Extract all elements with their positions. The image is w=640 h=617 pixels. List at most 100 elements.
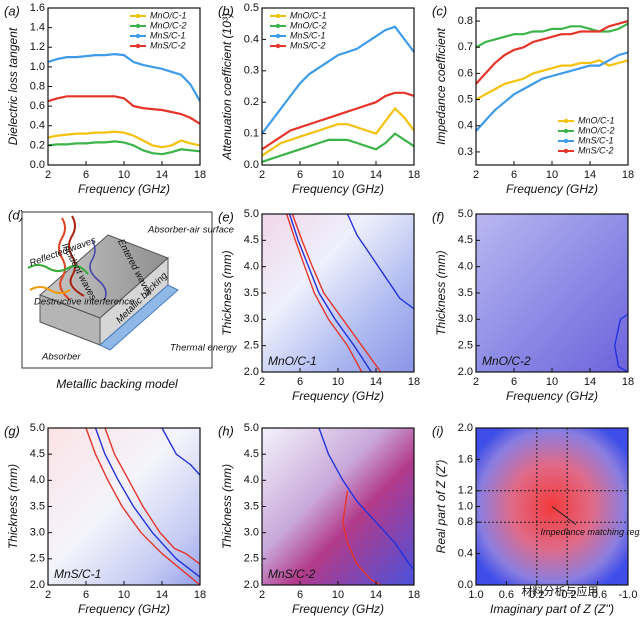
x-tick-label: 6 [297,169,303,181]
annotation: Impedance matching region [540,527,640,537]
x-tick-label: 18 [408,589,420,601]
series-line [261,132,415,163]
diagram-text: Absorber [41,352,81,363]
reflected-wave [27,264,89,275]
x-tick-label: 18 [408,376,420,388]
y-tick-label: 3.0 [458,313,473,325]
panel: 2 6 10 14 18 0.0 0.2 0.4 0.6 0.8 1.0 1.2 1.4 1.6 Frequ… [4,2,206,196]
plot-area [476,428,628,585]
x-tick-label: 10 [332,376,344,388]
legend-label: MnS/C-2 [290,40,326,50]
plot-area [475,20,629,132]
panel: 2 6 10 14 18 2.0 2.5 3.0 3.5 4.0 4.5 5.0 Frequency (… [4,422,206,616]
x-tick-label: 10 [332,589,344,601]
y-tick-label: 0.8 [458,15,473,27]
legend-label: MnS/C-1 [578,135,614,145]
panel-inner-label: MnS/C-2 [268,567,316,581]
series-line [475,20,629,85]
y-tick-label: 3.0 [30,527,45,539]
y-tick-label: 3.5 [244,500,259,512]
panel-inner-label: MnO/C-1 [268,354,317,368]
incident-wave [58,217,71,301]
y-tick-label: 2.5 [244,340,259,352]
y-tick-label: 2.0 [458,422,473,434]
y-tick-label: 3.0 [244,313,259,325]
panel-label: (h) [218,423,234,438]
contour-line [161,427,201,476]
panel: 2 6 10 14 18 2.0 2.5 3.0 3.5 4.0 4.5 5.0 Frequency (… [218,422,420,616]
series-line [47,130,201,149]
panel-label: (g) [4,423,20,438]
panel-label: (a) [4,3,20,18]
panel: 2 6 10 14 18 0.3 0.4 0.5 0.6 0.7 0.8 Frequency (GHz… [432,3,634,196]
x-axis-label: Frequency (GHz) [78,602,170,616]
x-tick-label: 14 [370,169,382,181]
x-tick-label: 6 [297,589,303,601]
panel: 2 6 10 14 18 0.0 0.1 0.2 0.3 0.4 0.5 Frequency (GHz… [218,2,420,196]
y-tick-label: 2.0 [244,579,259,591]
y-tick-label: 4.0 [244,474,259,486]
annotation-arrow [551,506,577,525]
x-tick-label: 2 [259,169,265,181]
panel-label: (d) [8,207,24,222]
y-axis-label: Dielectric loss tangent [6,27,20,145]
series-line [261,25,415,135]
y-tick-label: 2.0 [30,579,45,591]
y-tick-label: 0.5 [458,93,473,105]
x-tick-label: 2 [259,589,265,601]
contour-line [85,427,201,586]
y-tick-label: 2.0 [244,366,259,378]
diagram-caption: Metallic backing model [56,377,178,391]
panel-label: (e) [218,209,234,224]
y-tick-label: 3.0 [244,527,259,539]
x-axis-label: Frequency (GHz) [78,182,170,196]
legend-marker [135,43,141,49]
y-tick-label: 0.6 [30,100,45,112]
y-tick-label: 0.3 [244,65,259,77]
y-tick-label: 0.8 [30,80,45,92]
plot-background [476,214,628,372]
plot-area [318,427,415,586]
x-tick-label: 14 [156,589,168,601]
legend-label: MnO/C-2 [578,125,615,135]
y-tick-label: 0.0 [244,159,259,171]
y-tick-label: 5.0 [458,208,473,220]
x-tick-label: 10 [118,169,130,181]
x-tick-label: 10 [118,589,130,601]
plot-area [613,313,629,373]
x-tick-label: 6 [511,376,517,388]
x-tick-label: 14 [584,169,596,181]
x-tick-label: 6 [511,169,517,181]
x-tick-label: 10 [546,376,558,388]
x-tick-label: 10 [546,169,558,181]
legend-label: MnO/C-2 [150,20,187,30]
x-tick-label: -0.6 [588,589,607,601]
diagram-text: Thermal energy [170,343,238,354]
y-tick-label: 0.0 [30,159,45,171]
legend-label: MnO/C-1 [150,10,187,20]
y-tick-label: 1.0 [30,61,45,73]
contour-line [613,313,629,373]
y-tick-label: 0.4 [244,33,259,45]
y-tick-label: 0.4 [458,548,473,560]
legend-label: MnS/C-2 [150,40,186,50]
x-tick-label: 2 [259,376,265,388]
x-tick-label: 0.2 [529,589,544,601]
x-tick-label: 18 [408,169,420,181]
y-tick-label: 0.4 [458,120,473,132]
y-axis-label: Thickness (mm) [434,250,448,335]
x-tick-label: 14 [584,376,596,388]
panel-inner-label: MnS/C-1 [54,567,101,581]
y-tick-label: 1.4 [30,22,45,34]
x-axis-label: Frequency (GHz) [292,182,384,196]
legend-label: MnS/C-2 [578,145,614,155]
legend-marker [275,13,281,19]
contour-line [346,213,415,310]
series-line [47,95,201,125]
x-tick-label: 14 [156,169,168,181]
x-tick-label: 14 [370,376,382,388]
legend-label: MnO/C-2 [290,20,327,30]
y-tick-label: 2.0 [458,366,473,378]
x-tick-label: 14 [370,589,382,601]
